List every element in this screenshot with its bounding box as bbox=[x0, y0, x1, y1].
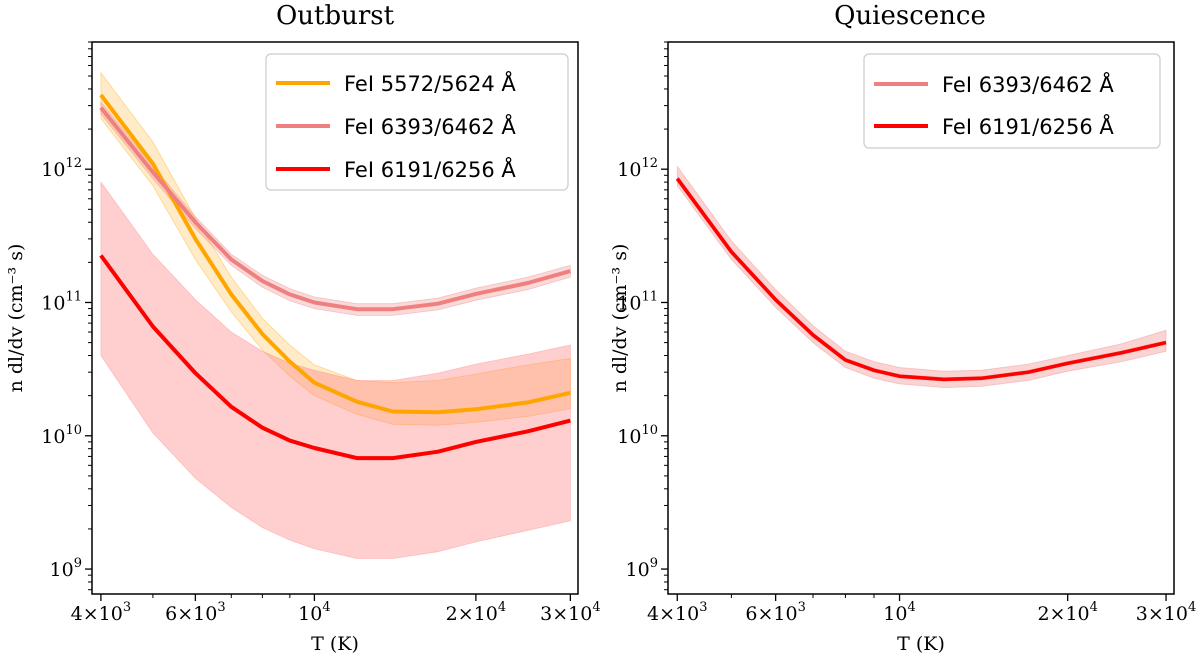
quiescence-plot-frame bbox=[667, 41, 1175, 595]
outburst-y-tick-label-3: 1012 bbox=[41, 156, 82, 181]
outburst-y-tick-label-1: 1010 bbox=[41, 423, 82, 448]
outburst-legend-label-1: FeI 6393/6462 Å bbox=[344, 113, 516, 139]
outburst-x-tick-label-1: 6×103 bbox=[165, 600, 225, 625]
quiescence-legend: FeI 6393/6462 Å FeI 6191/6256 Å bbox=[863, 53, 1161, 149]
outburst-axes: 109 1010 1011 1012 4×103 6×103 104 2×104 3×104 bbox=[41, 41, 601, 625]
quiescence-legend-label-1: FeI 6191/6256 Å bbox=[942, 113, 1114, 139]
quiescence-y-tick-label-1: 1010 bbox=[617, 423, 658, 448]
quiescence-legend-box bbox=[863, 53, 1161, 149]
outburst-series-line-2 bbox=[99, 254, 571, 461]
outburst-x-tick-label-0: 4×103 bbox=[71, 600, 131, 625]
outburst-lines bbox=[99, 93, 571, 461]
outburst-legend-label-0: FeI 5572/5624 Å bbox=[344, 70, 516, 96]
outburst-series-line-1 bbox=[99, 106, 571, 312]
quiescence-y-tick-label-2: 1011 bbox=[617, 289, 658, 314]
quiescence-x-tick-label-4: 3×104 bbox=[1136, 600, 1196, 625]
quiescence-bands bbox=[676, 165, 1167, 389]
outburst-legend: FeI 5572/5624 Å FeI 6393/6462 Å FeI 6191… bbox=[265, 53, 569, 191]
outburst-xlabel: T (K) bbox=[311, 633, 359, 655]
outburst-x-tick-label-4: 3×104 bbox=[540, 600, 600, 625]
outburst-x-tick-label-2: 104 bbox=[298, 600, 330, 625]
outburst-x-tick-label-3: 2×104 bbox=[446, 600, 506, 625]
quiescence-x-tick-label-0: 4×103 bbox=[647, 600, 707, 625]
outburst-uncertainty-band-0 bbox=[100, 71, 571, 426]
quiescence-lines bbox=[675, 177, 1167, 382]
quiescence-legend-label-0: FeI 6393/6462 Å bbox=[942, 71, 1114, 97]
quiescence-ylabel: n dl/dv (cm⁻³ s) bbox=[609, 244, 631, 393]
outburst-ylabel: n dl/dv (cm⁻³ s) bbox=[5, 244, 27, 393]
quiescence-series-line-1 bbox=[675, 177, 1167, 382]
outburst-uncertainty-band-1 bbox=[100, 100, 571, 316]
quiescence-x-tick-label-1: 6×103 bbox=[745, 600, 805, 625]
quiescence-x-tick-label-2: 104 bbox=[883, 600, 915, 625]
outburst-series-line-0 bbox=[99, 93, 571, 415]
outburst-y-tick-label-2: 1011 bbox=[41, 289, 82, 314]
outburst-uncertainty-band-2 bbox=[100, 180, 571, 559]
quiescence-xlabel: T (K) bbox=[897, 633, 945, 655]
quiescence-y-tick-label-3: 1012 bbox=[617, 156, 658, 181]
quiescence-panel: Quiescence 109 1010 1011 1012 4×103 6×103 104 2… bbox=[609, 1, 1196, 655]
quiescence-y-tick-label-0: 109 bbox=[626, 556, 658, 581]
outburst-legend-box bbox=[265, 53, 569, 191]
outburst-title: Outburst bbox=[276, 1, 395, 31]
outburst-y-tick-label-0: 109 bbox=[50, 556, 82, 581]
outburst-panel: Outburst 109 1010 1011 1012 4×103 6×103 104 2×1… bbox=[5, 1, 601, 655]
quiescence-uncertainty-band-0 bbox=[676, 165, 1167, 389]
outburst-legend-label-2: FeI 6191/6256 Å bbox=[344, 156, 516, 182]
outburst-plot-frame bbox=[91, 41, 579, 595]
outburst-bands bbox=[100, 71, 571, 559]
quiescence-title: Quiescence bbox=[834, 1, 986, 31]
quiescence-x-tick-label-3: 2×104 bbox=[1037, 600, 1097, 625]
